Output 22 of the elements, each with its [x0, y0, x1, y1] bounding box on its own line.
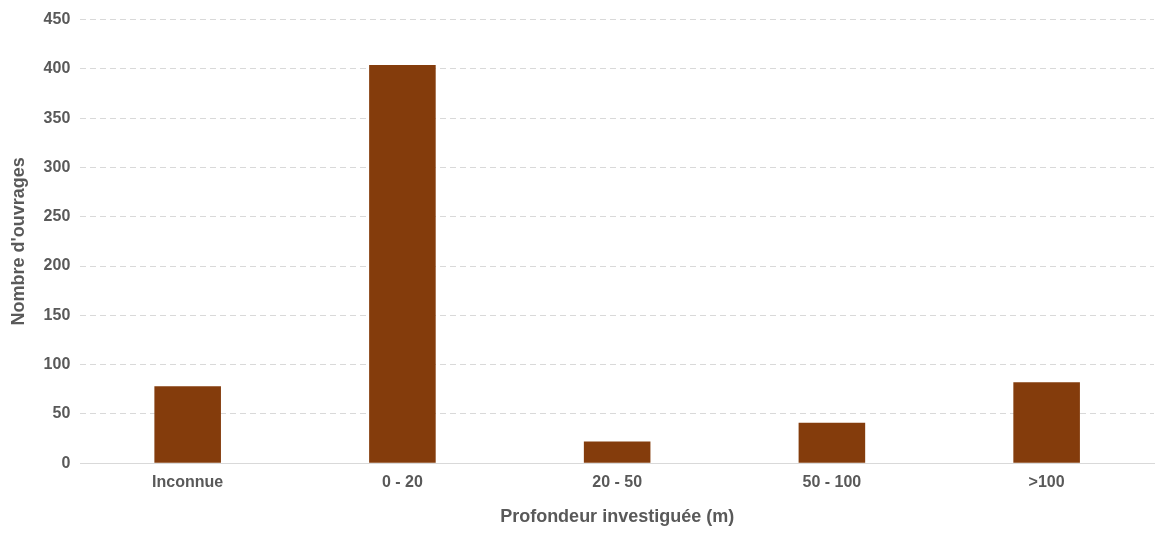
y-tick-label: 350: [43, 108, 71, 126]
y-tick-label: 150: [43, 305, 71, 323]
y-tick-label: 400: [43, 59, 71, 77]
bar: [369, 64, 436, 463]
x-tick-label: Inconnue: [152, 473, 224, 491]
y-tick-label: 50: [52, 404, 71, 422]
x-tick-label: 0 - 20: [381, 473, 423, 491]
bar: [583, 441, 651, 463]
y-tick-label: 450: [43, 10, 71, 28]
bar: [798, 422, 866, 463]
bar: [154, 386, 221, 463]
x-tick-label: >100: [1028, 473, 1065, 491]
x-tick-label: 20 - 50: [592, 473, 643, 491]
bar: [1013, 382, 1080, 463]
y-tick-label: 0: [61, 453, 71, 471]
y-tick-label: 200: [43, 256, 71, 274]
x-tick-label: 50 - 100: [802, 473, 862, 491]
y-axis-title: Nombre d'ouvrages: [7, 157, 28, 326]
y-tick-label: 250: [43, 207, 71, 225]
y-tick-label: 100: [43, 355, 71, 373]
x-axis-title: Profondeur investiguée (m): [500, 506, 735, 527]
y-tick-label: 300: [43, 157, 71, 175]
